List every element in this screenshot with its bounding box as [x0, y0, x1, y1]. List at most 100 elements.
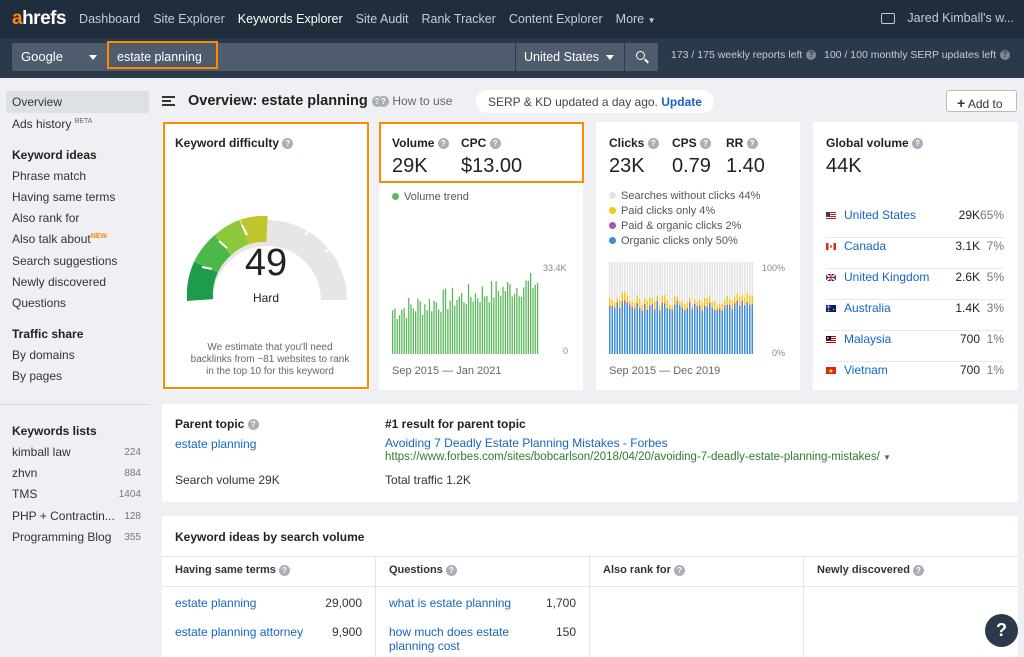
list-item[interactable]: TMS	[12, 487, 38, 501]
caret-down-icon[interactable]: ▼	[882, 453, 891, 462]
nav-site-explorer[interactable]: Site Explorer	[153, 12, 225, 26]
help-icon[interactable]: ?	[673, 564, 685, 576]
help-icon[interactable]: ?	[437, 138, 449, 150]
clicks-bar-segment	[609, 297, 611, 306]
sidebar-item-also-talk-about[interactable]: Also talk aboutNEW	[12, 232, 107, 246]
help-icon[interactable]: ?	[746, 138, 758, 150]
help-chat-button[interactable]: ?	[985, 614, 1018, 647]
clicks-bar-segment	[616, 304, 618, 354]
keyword-idea-link[interactable]: how much does estate planning cost	[389, 625, 510, 653]
help-icon[interactable]: ?	[282, 138, 294, 150]
global-volume-card: Global volume ? 44K United States 29K 65…	[813, 122, 1018, 390]
country-select[interactable]: United States	[516, 43, 624, 71]
clicks-bar-segment	[694, 262, 696, 300]
help-icon[interactable]: ?	[1000, 50, 1010, 60]
add-to-button[interactable]: + Add to	[946, 90, 1017, 112]
country-name[interactable]: Malaysia	[844, 332, 892, 346]
sidebar-item-same-terms[interactable]: Having same terms	[12, 190, 116, 204]
volume-bar	[493, 297, 495, 354]
sidebar-item-ads-history[interactable]: Ads history BETA	[12, 117, 92, 131]
help-icon[interactable]: ?	[700, 138, 712, 150]
clicks-bar-segment	[649, 305, 651, 308]
nav-rank-tracker[interactable]: Rank Tracker	[421, 12, 496, 26]
country-name[interactable]: Australia	[844, 301, 891, 315]
country-percent: 1%	[986, 332, 1004, 346]
ahrefs-logo[interactable]: ahrefs	[12, 8, 67, 29]
how-to-use-label: How to use	[392, 94, 453, 108]
rr-label: RR ?	[726, 136, 758, 150]
column-header[interactable]: Questions ?	[389, 564, 457, 576]
parent-topic-link[interactable]: estate planning	[175, 437, 257, 451]
top-result-label: #1 result for parent topic	[385, 417, 526, 431]
nav-keywords-explorer[interactable]: Keywords Explorer	[237, 12, 343, 26]
help-icon[interactable]: ?	[489, 138, 501, 150]
legend-dot-icon	[609, 237, 616, 244]
sidebar-item-by-domains[interactable]: By domains	[12, 348, 75, 362]
clicks-bar-segment	[714, 262, 716, 302]
global-volume-label: Global volume ?	[826, 136, 924, 150]
help-icon[interactable]: ?	[912, 138, 924, 150]
sidebar-item-also-rank-for[interactable]: Also rank for	[12, 211, 80, 225]
serp-quota-text: 100 / 100 monthly SERP updates left	[824, 49, 996, 61]
country-name[interactable]: United Kingdom	[844, 270, 930, 284]
country-row[interactable]: Australia 1.4K 3%	[826, 300, 1004, 331]
volume-date-range: Sep 2015 — Jan 2021	[392, 365, 502, 377]
list-item[interactable]: Programming Blog	[12, 530, 112, 544]
volume-label-text: Volume	[392, 136, 435, 150]
search-engine-select[interactable]: Google	[12, 43, 104, 71]
volume-bar	[405, 317, 408, 354]
column-header[interactable]: Also rank for ?	[603, 564, 685, 576]
sidebar-item-questions[interactable]: Questions	[12, 296, 67, 310]
help-icon[interactable]: ?	[278, 564, 290, 576]
top-result-url[interactable]: https://www.forbes.com/sites/bobcarlson/…	[385, 451, 891, 463]
help-icon[interactable]: ?	[913, 564, 924, 576]
help-icon[interactable]: ?	[806, 50, 817, 60]
country-row[interactable]: Vietnam 700 1%	[826, 362, 1004, 393]
clicks-bar-segment	[619, 299, 621, 308]
country-name[interactable]: Vietnam	[844, 363, 888, 377]
clicks-bar-segment	[626, 302, 628, 305]
sidebar-item-overview[interactable]: Overview	[6, 91, 149, 113]
help-icon[interactable]: ?	[445, 564, 457, 576]
sidebar-item-phrase-match[interactable]: Phrase match	[12, 169, 87, 183]
list-item[interactable]: kimball law	[12, 445, 71, 459]
keyword-input[interactable]	[104, 43, 515, 71]
help-icon[interactable]: ?	[371, 95, 383, 107]
country-row[interactable]: United States 29K 65%	[826, 207, 1004, 238]
column-header[interactable]: Newly discovered ?	[817, 564, 924, 576]
help-icon[interactable]: ?	[647, 138, 659, 150]
country-name[interactable]: Canada	[844, 239, 887, 253]
top-result-title[interactable]: Avoiding 7 Deadly Estate Planning Mistak…	[385, 436, 668, 450]
list-item[interactable]: zhvn	[12, 466, 38, 480]
list-item[interactable]: PHP + Contractin...	[12, 509, 115, 523]
sidebar-item-newly-discovered[interactable]: Newly discovered	[12, 275, 107, 289]
clicks-bar-segment	[624, 262, 626, 293]
nav-content-explorer[interactable]: Content Explorer	[508, 12, 603, 26]
country-row[interactable]: Canada 3.1K 7%	[826, 238, 1004, 269]
nav-more[interactable]: More ▼	[616, 12, 656, 26]
parent-topic-label: Parent topic ?	[175, 417, 259, 431]
column-header[interactable]: Having same terms ?	[175, 564, 290, 576]
keyword-idea-link[interactable]: estate planning	[175, 596, 257, 610]
nav-dashboard[interactable]: Dashboard	[79, 12, 141, 26]
nav-site-audit[interactable]: Site Audit	[355, 12, 409, 26]
sidebar-item-by-pages[interactable]: By pages	[12, 369, 63, 383]
country-row[interactable]: United Kingdom 2.6K 5%	[826, 269, 1004, 300]
user-menu[interactable]: Jared Kimball's w...	[881, 11, 1014, 25]
legend-dot-icon	[609, 192, 616, 199]
country-name[interactable]: United States	[844, 208, 917, 222]
monitor-icon[interactable]	[881, 12, 896, 24]
keyword-idea-link[interactable]: what is estate planning	[389, 596, 512, 610]
update-link[interactable]: Update	[661, 95, 702, 109]
country-row[interactable]: Malaysia 700 1%	[826, 331, 1004, 362]
clicks-bar-segment	[694, 305, 696, 354]
australia-flag-icon	[826, 305, 836, 312]
keyword-idea-link[interactable]: estate planning attorney	[175, 625, 304, 639]
menu-icon[interactable]	[162, 96, 175, 106]
search-button[interactable]	[625, 43, 658, 71]
how-to-use-link[interactable]: ? How to use	[378, 94, 452, 108]
legend-dot-icon	[609, 207, 616, 214]
column-header-text: Newly discovered	[817, 564, 910, 576]
help-icon[interactable]: ?	[247, 419, 259, 431]
sidebar-item-search-suggestions[interactable]: Search suggestions	[12, 254, 118, 268]
